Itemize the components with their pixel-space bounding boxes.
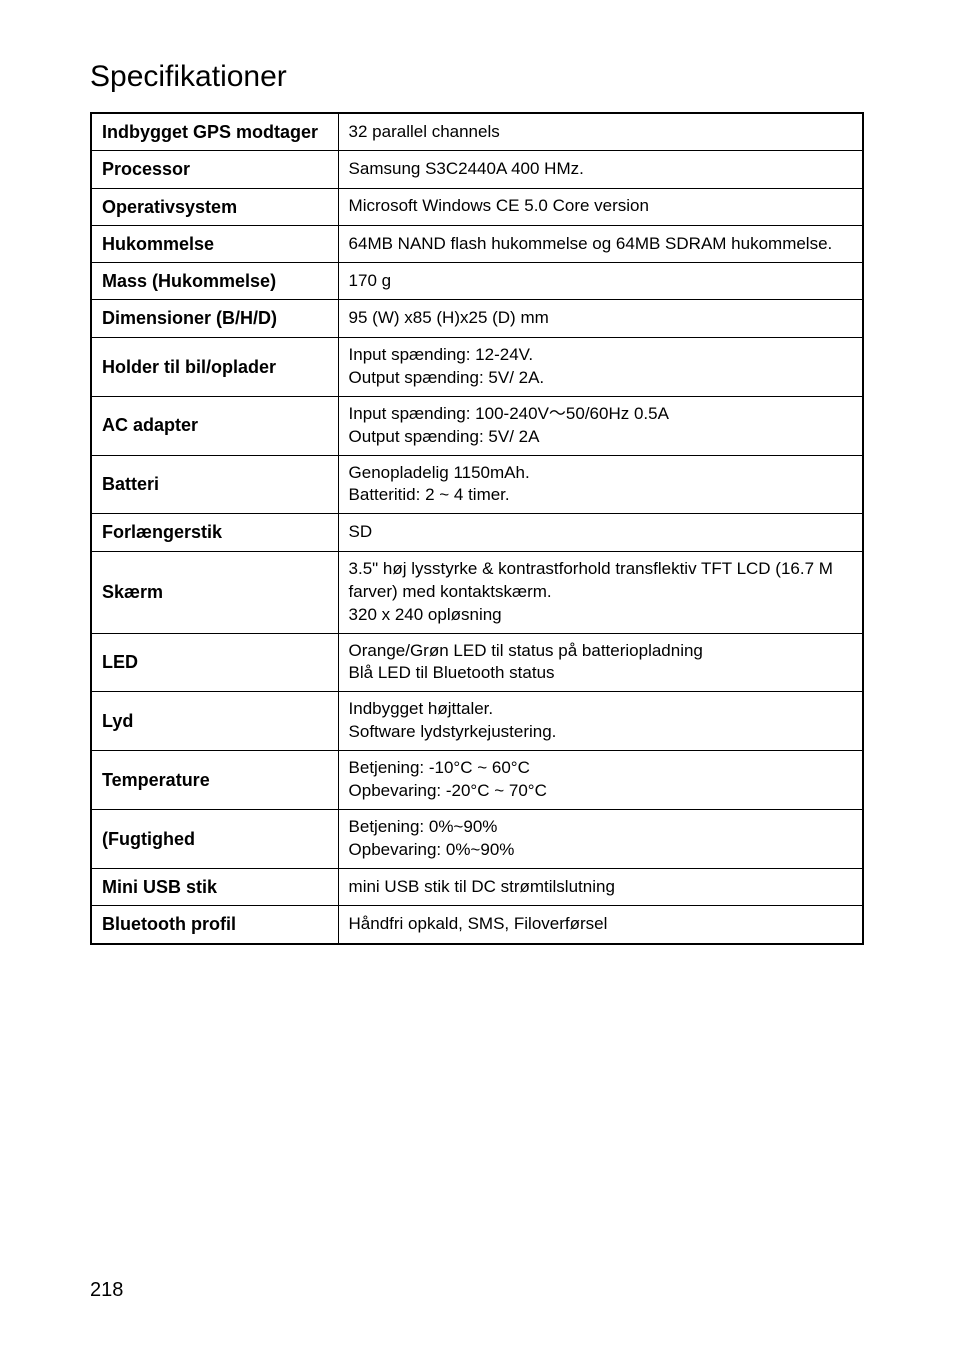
spec-value: 170 g — [338, 263, 863, 300]
spec-label: Batteri — [91, 455, 338, 514]
table-row: TemperatureBetjening: -10°C ~ 60°COpbeva… — [91, 751, 863, 810]
spec-value: Samsung S3C2440A 400 HMz. — [338, 151, 863, 188]
spec-label: LED — [91, 633, 338, 692]
spec-value: 64MB NAND flash hukommelse og 64MB SDRAM… — [338, 225, 863, 262]
spec-table: Indbygget GPS modtager32 parallel channe… — [90, 112, 864, 945]
table-row: LydIndbygget højttaler.Software lydstyrk… — [91, 692, 863, 751]
spec-label: Forlængerstik — [91, 514, 338, 551]
table-row: BatteriGenopladelig 1150mAh.Batteritid: … — [91, 455, 863, 514]
spec-label: Lyd — [91, 692, 338, 751]
table-row: ForlængerstikSD — [91, 514, 863, 551]
spec-label: Indbygget GPS modtager — [91, 113, 338, 151]
table-row: Hukommelse64MB NAND flash hukommelse og … — [91, 225, 863, 262]
spec-label: Temperature — [91, 751, 338, 810]
spec-table-body: Indbygget GPS modtager32 parallel channe… — [91, 113, 863, 944]
table-row: LEDOrange/Grøn LED til status på batteri… — [91, 633, 863, 692]
table-row: Mass (Hukommelse)170 g — [91, 263, 863, 300]
table-row: Bluetooth profilHåndfri opkald, SMS, Fil… — [91, 906, 863, 944]
spec-label: Processor — [91, 151, 338, 188]
spec-label: Dimensioner (B/H/D) — [91, 300, 338, 337]
table-row: Holder til bil/opladerInput spænding: 12… — [91, 337, 863, 396]
spec-value: Orange/Grøn LED til status på batteriopl… — [338, 633, 863, 692]
spec-label: Mass (Hukommelse) — [91, 263, 338, 300]
spec-value: Input spænding: 100-240V～50/60Hz 0.5AOut… — [338, 396, 863, 455]
spec-value: Indbygget højttaler.Software lydstyrkeju… — [338, 692, 863, 751]
spec-value: Input spænding: 12-24V.Output spænding: … — [338, 337, 863, 396]
spec-value: 32 parallel channels — [338, 113, 863, 151]
spec-label: (Fugtighed — [91, 810, 338, 869]
spec-value: 95 (W) x85 (H)x25 (D) mm — [338, 300, 863, 337]
spec-label: AC adapter — [91, 396, 338, 455]
spec-value: Håndfri opkald, SMS, Filoverførsel — [338, 906, 863, 944]
spec-label: Operativsystem — [91, 188, 338, 225]
table-row: Skærm3.5" høj lysstyrke & kontrastforhol… — [91, 551, 863, 633]
spec-value: Microsoft Windows CE 5.0 Core version — [338, 188, 863, 225]
page-title: Specifikationer — [90, 60, 864, 94]
spec-label: Skærm — [91, 551, 338, 633]
table-row: AC adapterInput spænding: 100-240V～50/60… — [91, 396, 863, 455]
spec-value: Betjening: -10°C ~ 60°COpbevaring: -20°C… — [338, 751, 863, 810]
spec-label: Hukommelse — [91, 225, 338, 262]
table-row: Dimensioner (B/H/D)95 (W) x85 (H)x25 (D)… — [91, 300, 863, 337]
page-number: 218 — [90, 1279, 123, 1302]
spec-value: Genopladelig 1150mAh.Batteritid: 2 ~ 4 t… — [338, 455, 863, 514]
spec-value: 3.5" høj lysstyrke & kontrastforhold tra… — [338, 551, 863, 633]
table-row: Mini USB stikmini USB stik til DC strømt… — [91, 869, 863, 906]
spec-value: SD — [338, 514, 863, 551]
spec-value: mini USB stik til DC strømtilslutning — [338, 869, 863, 906]
spec-label: Bluetooth profil — [91, 906, 338, 944]
table-row: OperativsystemMicrosoft Windows CE 5.0 C… — [91, 188, 863, 225]
table-row: ProcessorSamsung S3C2440A 400 HMz. — [91, 151, 863, 188]
spec-label: Holder til bil/oplader — [91, 337, 338, 396]
table-row: (FugtighedBetjening: 0%~90%Opbevaring: 0… — [91, 810, 863, 869]
spec-value: Betjening: 0%~90%Opbevaring: 0%~90% — [338, 810, 863, 869]
table-row: Indbygget GPS modtager32 parallel channe… — [91, 113, 863, 151]
spec-label: Mini USB stik — [91, 869, 338, 906]
